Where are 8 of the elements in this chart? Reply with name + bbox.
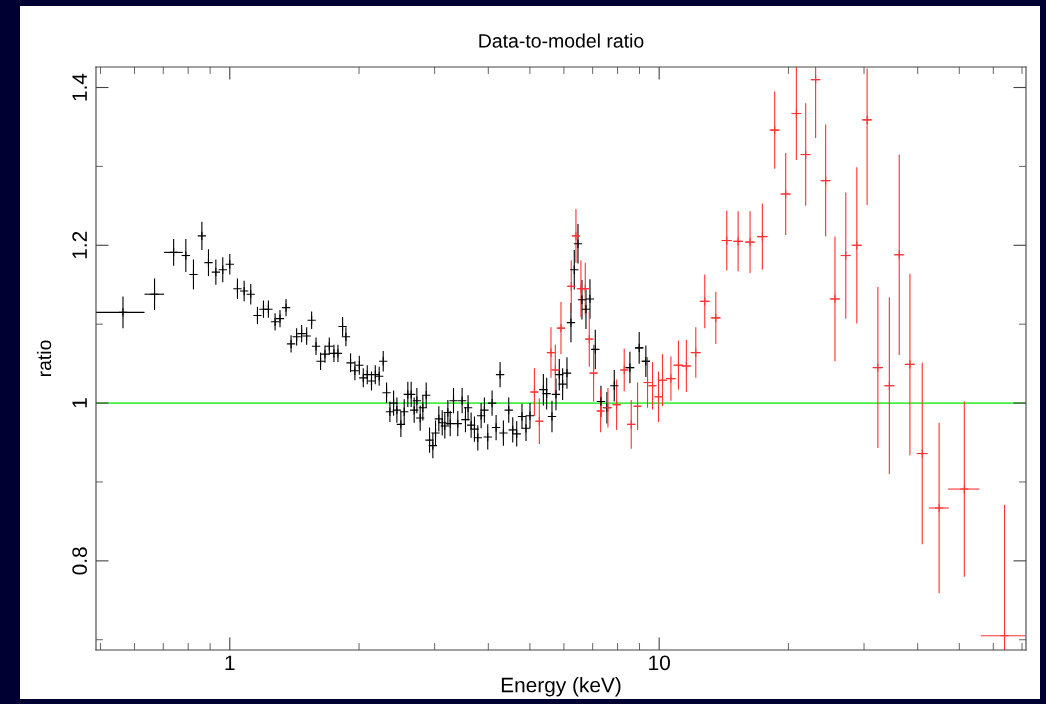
y-axis-title: ratio bbox=[36, 340, 52, 377]
x-tick-label: 10 bbox=[649, 655, 670, 671]
y-tick-label: 1.4 bbox=[72, 73, 87, 101]
y-tick-label: 0.8 bbox=[72, 547, 88, 575]
chart-title: Data-to-model ratio bbox=[479, 33, 644, 48]
y-tick-label: 1.2 bbox=[72, 231, 87, 259]
x-axis-title: Energy (keV) bbox=[501, 677, 621, 697]
y-tick-label: 1 bbox=[72, 398, 87, 408]
